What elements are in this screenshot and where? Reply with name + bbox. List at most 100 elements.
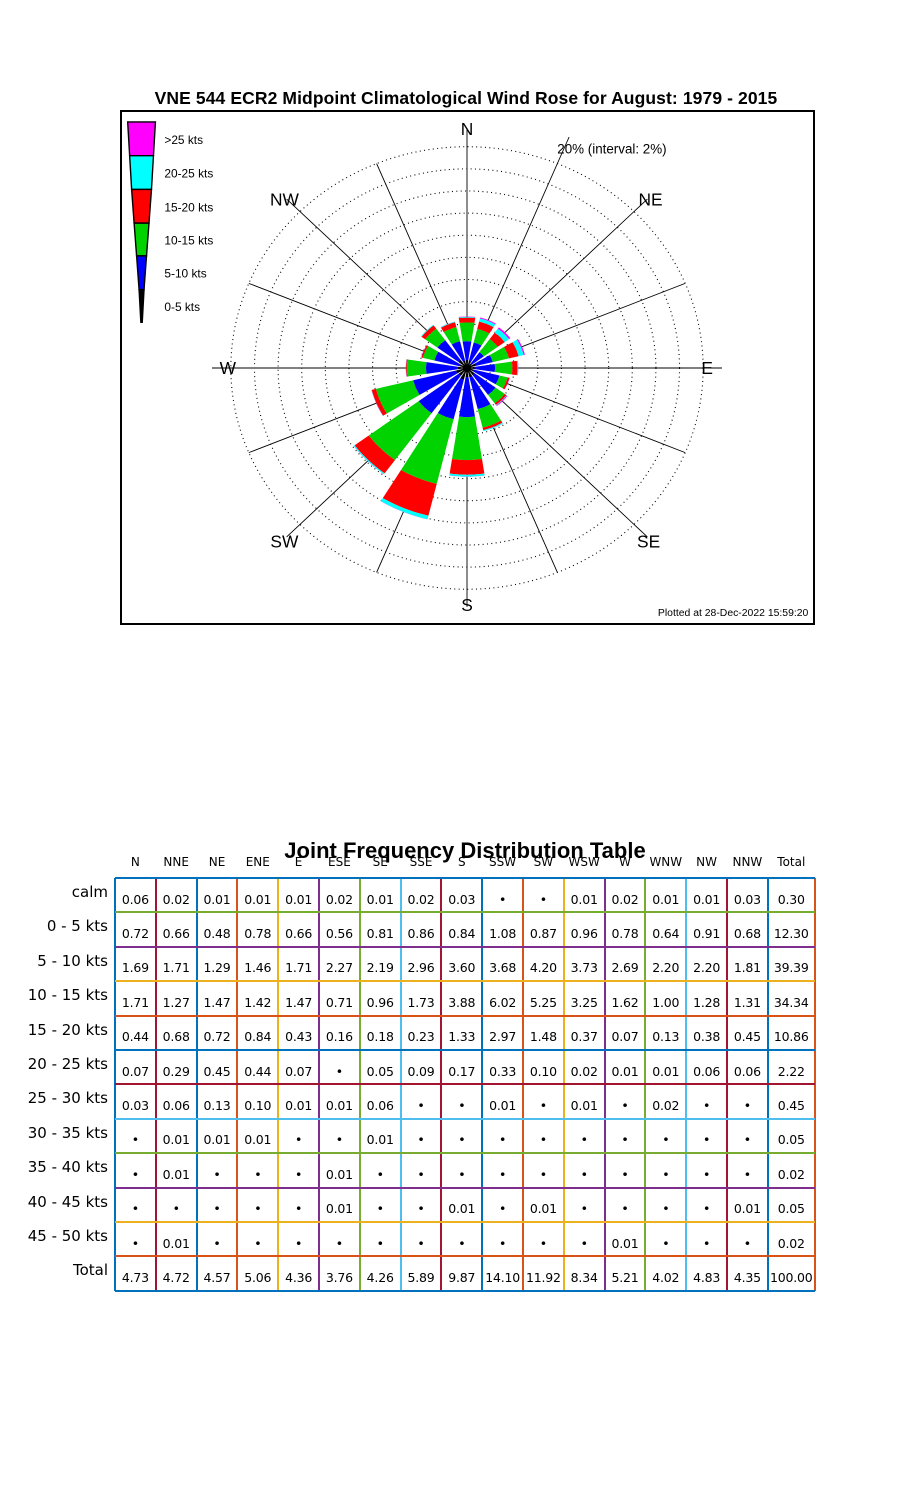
table-hline: [115, 945, 815, 948]
petal-segment-W: [426, 362, 458, 374]
table-cell: •: [499, 1166, 507, 1182]
table-cell: 0.01: [325, 1097, 353, 1113]
petal-segment-S: [449, 458, 485, 475]
table-vline: [195, 878, 198, 1291]
table-cell: 0.72: [121, 925, 149, 941]
petal-segment-N: [458, 316, 476, 319]
table-cell: 1.46: [244, 960, 272, 976]
petal-segment-NNE: [479, 317, 496, 325]
table-cell: •: [703, 1166, 711, 1182]
table-cell: •: [580, 1235, 588, 1251]
table-hline: [115, 911, 815, 914]
table-cell: •: [621, 1201, 629, 1217]
table-cell: 0.33: [489, 1063, 517, 1079]
table-cell: 1.71: [121, 994, 149, 1010]
table-cell: •: [376, 1235, 384, 1251]
table-cell: 0.68: [733, 925, 761, 941]
table-cell: 0.91: [693, 925, 721, 941]
table-cell: •: [213, 1235, 221, 1251]
table-cell: 1.33: [448, 1029, 476, 1045]
petal-segment-NW: [425, 328, 446, 348]
compass-label-W: W: [220, 358, 237, 378]
table-cell: 0.81: [366, 925, 394, 941]
table-cell: •: [458, 1097, 466, 1113]
petal-segment-S: [452, 416, 482, 461]
petal-segment-W: [406, 359, 408, 377]
table-cell: 11.92: [525, 1269, 561, 1285]
table-cell: 0.07: [611, 1029, 639, 1045]
table-cell: 0.78: [611, 925, 639, 941]
legend-swatch: [135, 255, 148, 291]
petal-segment-SW: [353, 445, 385, 475]
petal-segment-SE: [472, 373, 496, 395]
petal-segment-W: [457, 366, 468, 370]
table-cell: •: [417, 1166, 425, 1182]
petal-segment-NE: [497, 327, 511, 340]
petal-segment-W: [405, 359, 407, 377]
petal-segment-NNW: [451, 341, 466, 362]
petal-segment-N: [459, 322, 475, 342]
table-cell: 0.06: [693, 1063, 721, 1079]
table-cell: 0.06: [121, 891, 149, 907]
table-cell: 6.02: [489, 994, 517, 1010]
table-vline: [399, 878, 402, 1291]
table-cell: 0.01: [693, 891, 721, 907]
table-cell: 3.25: [570, 994, 598, 1010]
table-cell: •: [703, 1132, 711, 1148]
petal-segment-NE: [470, 352, 484, 365]
petal-segment-SW: [354, 435, 395, 474]
petal-segment-WSW: [413, 370, 458, 395]
table-cell: 1.28: [693, 994, 721, 1010]
table-hline: [115, 1083, 815, 1086]
table-cell: •: [499, 891, 507, 907]
table-cell: •: [621, 1097, 629, 1113]
table-cell: 0.16: [325, 1029, 353, 1045]
petal-segment-SW: [418, 373, 461, 414]
table-cell: •: [743, 1097, 751, 1113]
table-cell: 0.01: [570, 891, 598, 907]
petal-segment-SSW: [380, 498, 429, 520]
table-cell: 0.30: [777, 891, 805, 907]
table-cell: 4.35: [733, 1269, 761, 1285]
table-vline: [726, 878, 728, 1291]
petal-segment-ENE: [516, 339, 525, 355]
table-cell: 0.13: [652, 1029, 680, 1045]
petal-segment-NE: [489, 332, 505, 347]
row-header: calm: [71, 883, 108, 901]
table-cell: 5.25: [529, 994, 557, 1010]
legend-swatch: [126, 121, 157, 157]
rose-center-dot: [462, 363, 472, 373]
table-cell: •: [580, 1201, 588, 1217]
table-cell: 100.00: [770, 1269, 813, 1285]
table-cell: •: [458, 1235, 466, 1251]
table-cell: •: [131, 1166, 139, 1182]
table-cell: •: [580, 1166, 588, 1182]
table-cell: •: [703, 1235, 711, 1251]
table-cell: 0.01: [162, 1235, 190, 1251]
table-hline: [115, 877, 815, 879]
petal-segment-SSE: [483, 422, 503, 432]
petal-segment-SSE: [482, 420, 503, 431]
row-header: 15 - 20 kts: [27, 1020, 108, 1039]
jfd-table-title: Joint Frequency Distribution Table: [284, 838, 646, 863]
table-cell: 2.22: [777, 1063, 805, 1079]
table-cell: •: [539, 1235, 547, 1251]
table-cell: •: [417, 1201, 425, 1217]
petal-segment-E: [516, 360, 519, 376]
petal-segment-SSE: [469, 376, 491, 410]
petal-segment-SE: [495, 395, 507, 406]
table-cell: 0.01: [325, 1201, 353, 1217]
table-cell: •: [131, 1132, 139, 1148]
table-cell: 2.97: [489, 1029, 517, 1045]
table-cell: 1.81: [733, 960, 761, 976]
table-vline: [603, 878, 606, 1291]
table-cell: 0.02: [407, 891, 435, 907]
table-cell: 0.71: [325, 994, 353, 1010]
table-cell: 5.06: [244, 1269, 272, 1285]
table-cell: •: [743, 1235, 751, 1251]
petal-segment-NNW: [443, 327, 461, 345]
table-hline: [115, 1221, 815, 1223]
petal-segment-SE: [496, 395, 508, 406]
table-cell: 4.02: [652, 1269, 680, 1285]
petal-segment-NNW: [441, 322, 457, 333]
